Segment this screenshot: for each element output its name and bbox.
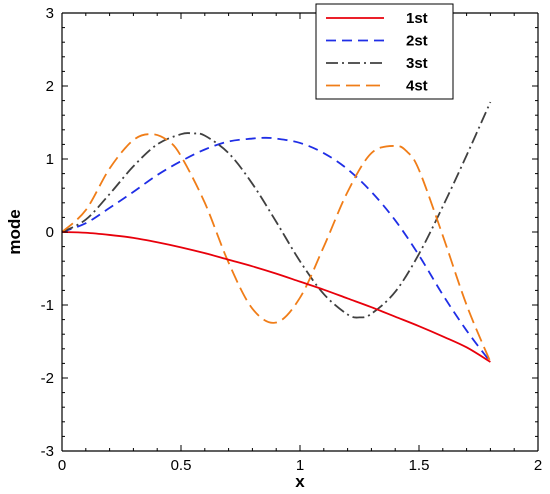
axes — [61, 12, 539, 452]
legend-label: 3st — [406, 55, 428, 72]
y-tick-label: 0 — [46, 224, 54, 241]
y-tick-label: 3 — [46, 5, 54, 22]
y-tick-label: 1 — [46, 151, 54, 168]
series-line-2st — [61, 136, 492, 363]
x-tick-label: 1 — [296, 457, 304, 474]
x-tick-label: 0 — [58, 457, 66, 474]
y-tick-label: -3 — [41, 443, 54, 460]
y-tick-label: 2 — [46, 78, 54, 95]
axis-ticks: 0 0.5 1 1.5 2 -3 -2 -1 0 1 2 3 — [41, 5, 543, 474]
series-line-3st — [61, 101, 492, 319]
x-axis-title: x — [295, 472, 305, 491]
x-tick-label: 2 — [534, 457, 542, 474]
series-line-4st — [61, 133, 492, 363]
y-axis-title: mode — [5, 209, 24, 254]
legend-label: 1st — [406, 10, 428, 27]
legend-label: 2st — [406, 33, 428, 50]
y-tick-label: -1 — [41, 297, 54, 314]
plot-lines — [61, 101, 492, 363]
legend-label: 4st — [406, 78, 428, 95]
x-tick-label: 0.5 — [171, 457, 192, 474]
x-tick-label: 1.5 — [409, 457, 430, 474]
legend: 1st 2st 3st 4st — [315, 3, 454, 100]
legend-box — [315, 3, 454, 100]
y-tick-label: -2 — [41, 370, 54, 387]
series-line-1st — [61, 231, 491, 363]
